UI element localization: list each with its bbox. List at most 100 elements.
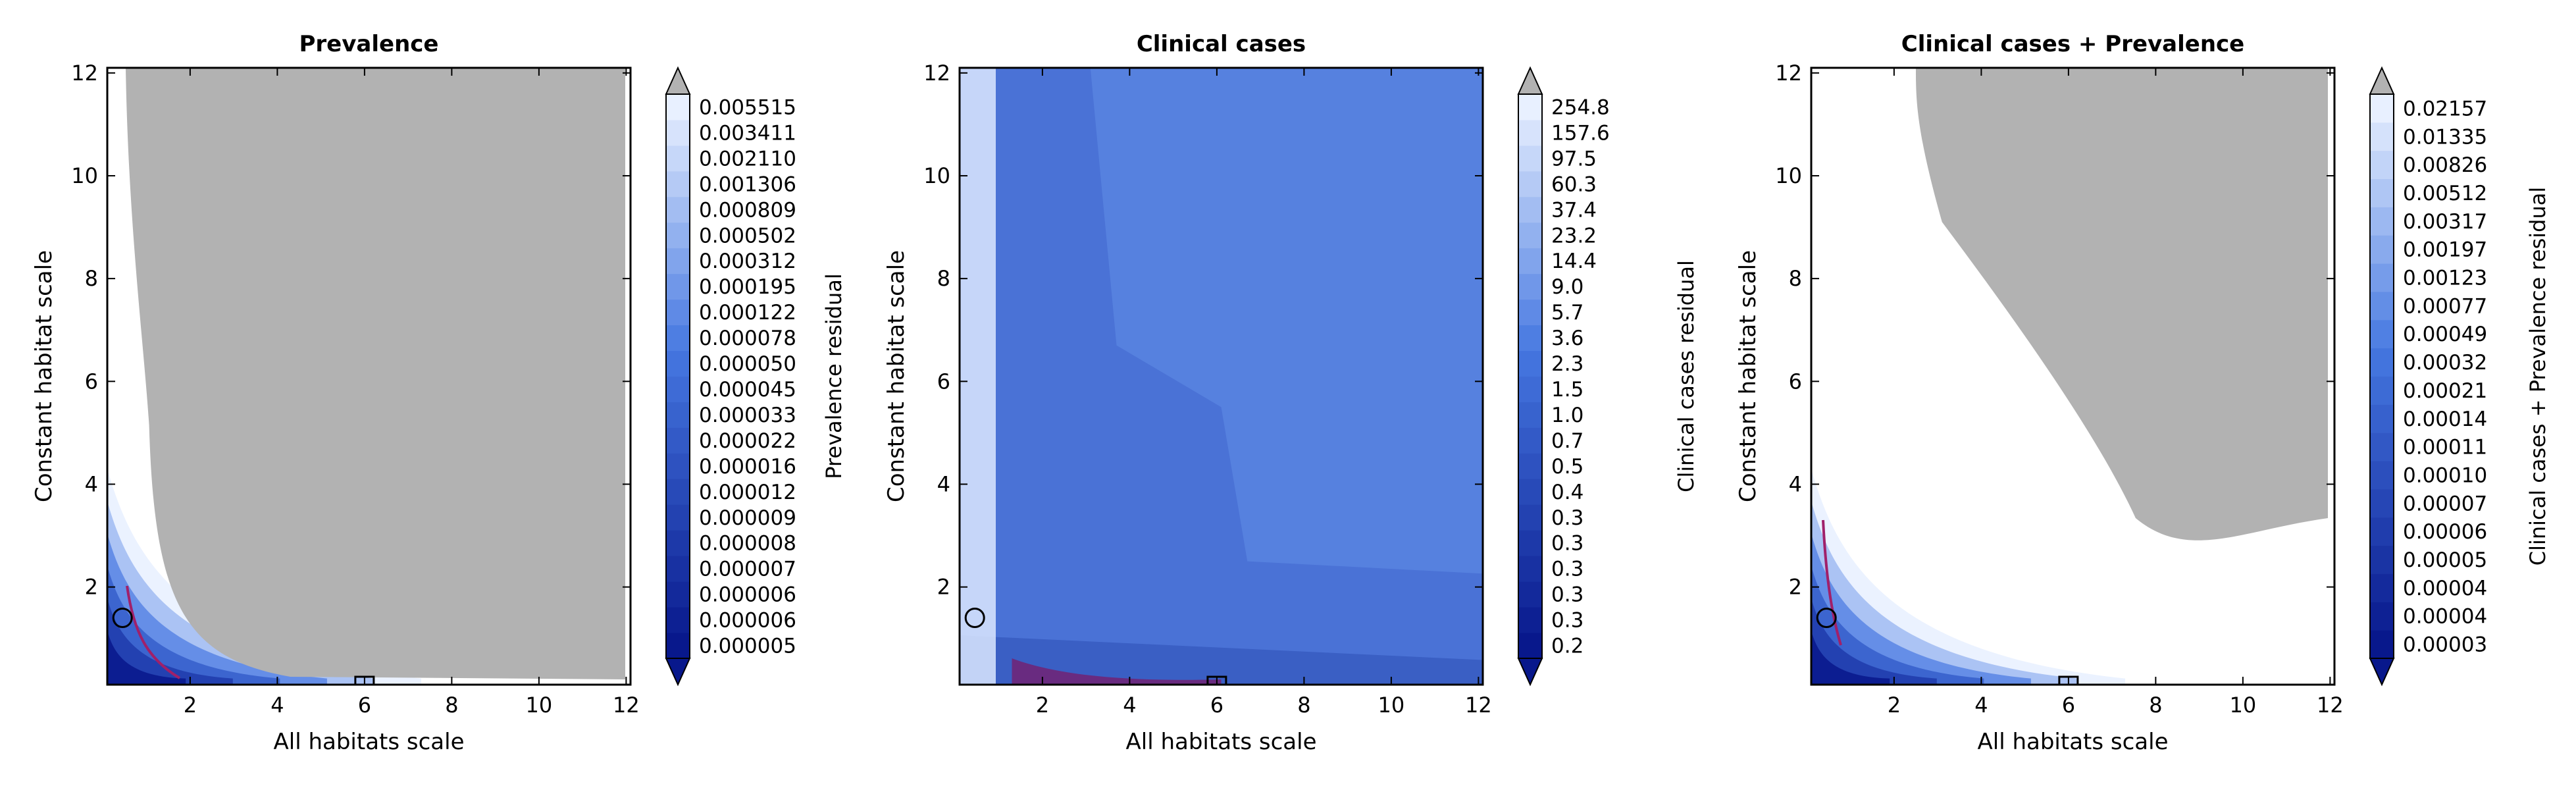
field-lighter-region <box>1090 68 1483 574</box>
colorbar-label: Prevalence residual <box>821 273 846 479</box>
x-tick-label: 6 <box>1210 693 1224 718</box>
colorbar-tick-label: 0.00512 <box>2403 182 2487 205</box>
colorbar-band <box>666 453 690 479</box>
colorbar-tick-label: 60.3 <box>1551 172 1597 196</box>
colorbar-tick-label: 0.00003 <box>2403 633 2487 657</box>
colorbar-band <box>1518 607 1542 633</box>
colorbar: 0.02157 0.01335 0.00826 0.00512 0.00317 0.001… <box>2369 66 2550 687</box>
colorbar-band <box>1518 581 1542 608</box>
colorbar-band <box>1518 299 1542 326</box>
contour-band <box>107 598 233 685</box>
colorbar-tick-label: 0.00077 <box>2403 294 2487 318</box>
colorbar-tick-label: 0.000006 <box>699 583 796 607</box>
y-axis-label: Constant habitat scale <box>1735 250 1761 502</box>
colorbar-band <box>1518 273 1542 300</box>
best-fit-circle-marker <box>964 607 985 628</box>
x-tick-label: 8 <box>1297 693 1310 718</box>
colorbar-band <box>2370 376 2394 405</box>
colorbar-band <box>2370 235 2394 264</box>
y-tick-label: 2 <box>1789 575 1802 600</box>
colorbar-tick-label: 0.01335 <box>2403 125 2487 149</box>
x-tick-label: 8 <box>2149 693 2162 718</box>
colorbar-tick-label: 0.000012 <box>699 481 796 504</box>
colorbar-tick-label: 0.7 <box>1551 429 1584 453</box>
colorbar-tick-label: 14.4 <box>1551 250 1597 273</box>
colorbar-band <box>1518 94 1542 120</box>
colorbar-band <box>2370 94 2394 123</box>
colorbar-tick-label: 2.3 <box>1551 352 1584 376</box>
colorbar-tick-label: 0.3 <box>1551 609 1584 633</box>
colorbar-band <box>666 427 690 454</box>
colorbar-band <box>1518 196 1542 223</box>
colorbar-tick-label: 0.00006 <box>2403 520 2487 544</box>
colorbar-tick-label: 23.2 <box>1551 224 1597 248</box>
colorbar-band <box>666 119 690 146</box>
colorbar-band <box>666 633 690 659</box>
best-fit-circle-marker <box>1816 607 1837 628</box>
axes-frame <box>106 66 632 686</box>
colorbar-tick-label: 0.00004 <box>2403 605 2487 629</box>
colorbar-tick-label: 0.000078 <box>699 327 796 350</box>
colorbar-tick-label: 97.5 <box>1551 147 1597 171</box>
colorbar-band <box>666 273 690 300</box>
colorbar-extend-top <box>2369 66 2395 95</box>
colorbar-tick-label: 0.3 <box>1551 532 1584 556</box>
x-tick-label: 2 <box>1036 693 1049 718</box>
significance-contour <box>1012 658 1222 685</box>
colorbar-tick-label: 5.7 <box>1551 301 1584 325</box>
colorbar-band <box>1518 427 1542 454</box>
y-axis-label: Constant habitat scale <box>883 250 910 502</box>
x-tick-label: 8 <box>445 693 458 718</box>
colorbar-tick-label: 0.2 <box>1551 635 1584 658</box>
colorbar-tick-label: 0.000016 <box>699 455 796 479</box>
colorbar-tick-label: 0.001306 <box>699 172 796 196</box>
colorbar-band <box>2370 263 2394 292</box>
x-tick-label: 10 <box>2230 693 2257 718</box>
colorbar-band <box>1518 171 1542 198</box>
y-tick-label: 12 <box>71 61 98 86</box>
x-tick-label: 4 <box>270 693 284 718</box>
colorbar-tick-label: 9.0 <box>1551 275 1584 299</box>
colorbar-band <box>1518 556 1542 582</box>
y-axis-label: Constant habitat scale <box>31 250 57 502</box>
colorbar-extend-top <box>1517 66 1543 95</box>
colorbar-band <box>2370 433 2394 461</box>
colorbar-band <box>666 171 690 198</box>
y-tick-label: 6 <box>1789 369 1802 394</box>
y-tick-label: 10 <box>1775 163 1802 188</box>
y-tick-label: 4 <box>937 471 950 496</box>
colorbar-band <box>666 325 690 352</box>
chart-title: Clinical cases + Prevalence <box>1901 31 2245 57</box>
contour-band <box>1811 598 1937 685</box>
x-tick-label: 2 <box>184 693 197 718</box>
colorbar-tick-label: 0.000050 <box>699 352 796 376</box>
colorbar-tick-label: 254.8 <box>1551 95 1610 119</box>
y-tick-label: 8 <box>85 266 98 291</box>
colorbar-band <box>1518 504 1542 531</box>
colorbar-band <box>666 222 690 249</box>
colorbar-band <box>666 376 690 402</box>
colorbar-label: Clinical cases + Prevalence residual <box>2525 187 2550 566</box>
y-tick-label: 2 <box>937 575 950 600</box>
colorbar-band <box>1518 119 1542 146</box>
plot-area <box>1811 68 2334 685</box>
colorbar-tick-label: 0.00826 <box>2403 153 2487 177</box>
colorbar-band <box>666 94 690 120</box>
colorbar-tick-label: 0.000312 <box>699 250 796 273</box>
y-tick-label: 8 <box>1789 266 1802 291</box>
chart-title: Clinical cases <box>1137 31 1306 57</box>
colorbar-tick-label: 1.0 <box>1551 404 1584 427</box>
colorbar-band <box>2370 404 2394 433</box>
colorbar-band <box>2370 150 2394 180</box>
colorbar-band <box>2370 319 2394 349</box>
x-tick-label: 4 <box>1123 693 1136 718</box>
field-darker-band <box>960 635 1483 685</box>
colorbar-frame <box>665 93 690 659</box>
colorbar-tick-label: 0.02157 <box>2403 97 2487 120</box>
colorbar-band <box>2370 573 2394 602</box>
colorbar-band <box>1518 222 1542 249</box>
y-tick-label: 4 <box>85 471 98 496</box>
colorbar-band <box>2370 545 2394 574</box>
colorbar-tick-label: 0.00123 <box>2403 267 2487 290</box>
x-tick-label: 12 <box>613 693 640 718</box>
